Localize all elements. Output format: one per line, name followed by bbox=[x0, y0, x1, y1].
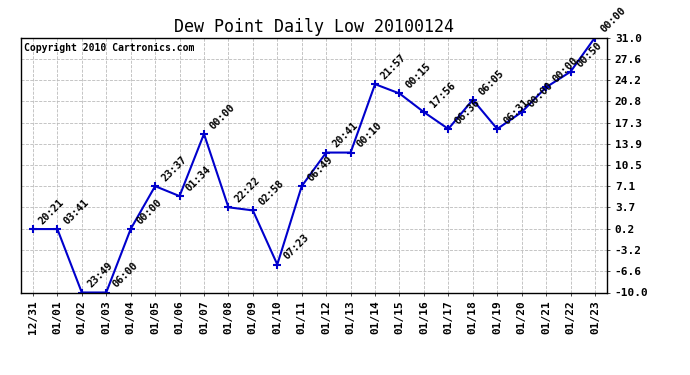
Text: 00:00: 00:00 bbox=[208, 102, 237, 131]
Text: Copyright 2010 Cartronics.com: Copyright 2010 Cartronics.com bbox=[23, 43, 194, 52]
Text: 02:58: 02:58 bbox=[257, 178, 286, 208]
Text: 20:21: 20:21 bbox=[37, 197, 66, 226]
Text: 00:00: 00:00 bbox=[135, 197, 164, 226]
Text: 00:00: 00:00 bbox=[526, 80, 555, 110]
Text: 03:41: 03:41 bbox=[61, 197, 90, 226]
Text: 17:56: 17:56 bbox=[428, 80, 457, 110]
Text: 00:00: 00:00 bbox=[550, 55, 580, 84]
Text: 23:49: 23:49 bbox=[86, 261, 115, 290]
Text: 20:41: 20:41 bbox=[331, 121, 359, 150]
Text: 23:37: 23:37 bbox=[159, 154, 188, 183]
Text: 06:49: 06:49 bbox=[306, 154, 335, 183]
Text: 06:00: 06:00 bbox=[110, 261, 139, 290]
Text: 06:05: 06:05 bbox=[477, 68, 506, 97]
Text: 22:22: 22:22 bbox=[233, 176, 262, 204]
Text: 01:34: 01:34 bbox=[184, 164, 213, 194]
Text: 00:50: 00:50 bbox=[575, 40, 604, 69]
Title: Dew Point Daily Low 20100124: Dew Point Daily Low 20100124 bbox=[174, 18, 454, 36]
Text: 21:57: 21:57 bbox=[380, 52, 408, 81]
Text: 00:15: 00:15 bbox=[404, 62, 433, 91]
Text: 07:23: 07:23 bbox=[282, 232, 310, 262]
Text: 00:00: 00:00 bbox=[599, 6, 629, 35]
Text: 00:10: 00:10 bbox=[355, 121, 384, 150]
Text: 06:36: 06:36 bbox=[453, 97, 482, 126]
Text: 06:31: 06:31 bbox=[502, 97, 531, 126]
